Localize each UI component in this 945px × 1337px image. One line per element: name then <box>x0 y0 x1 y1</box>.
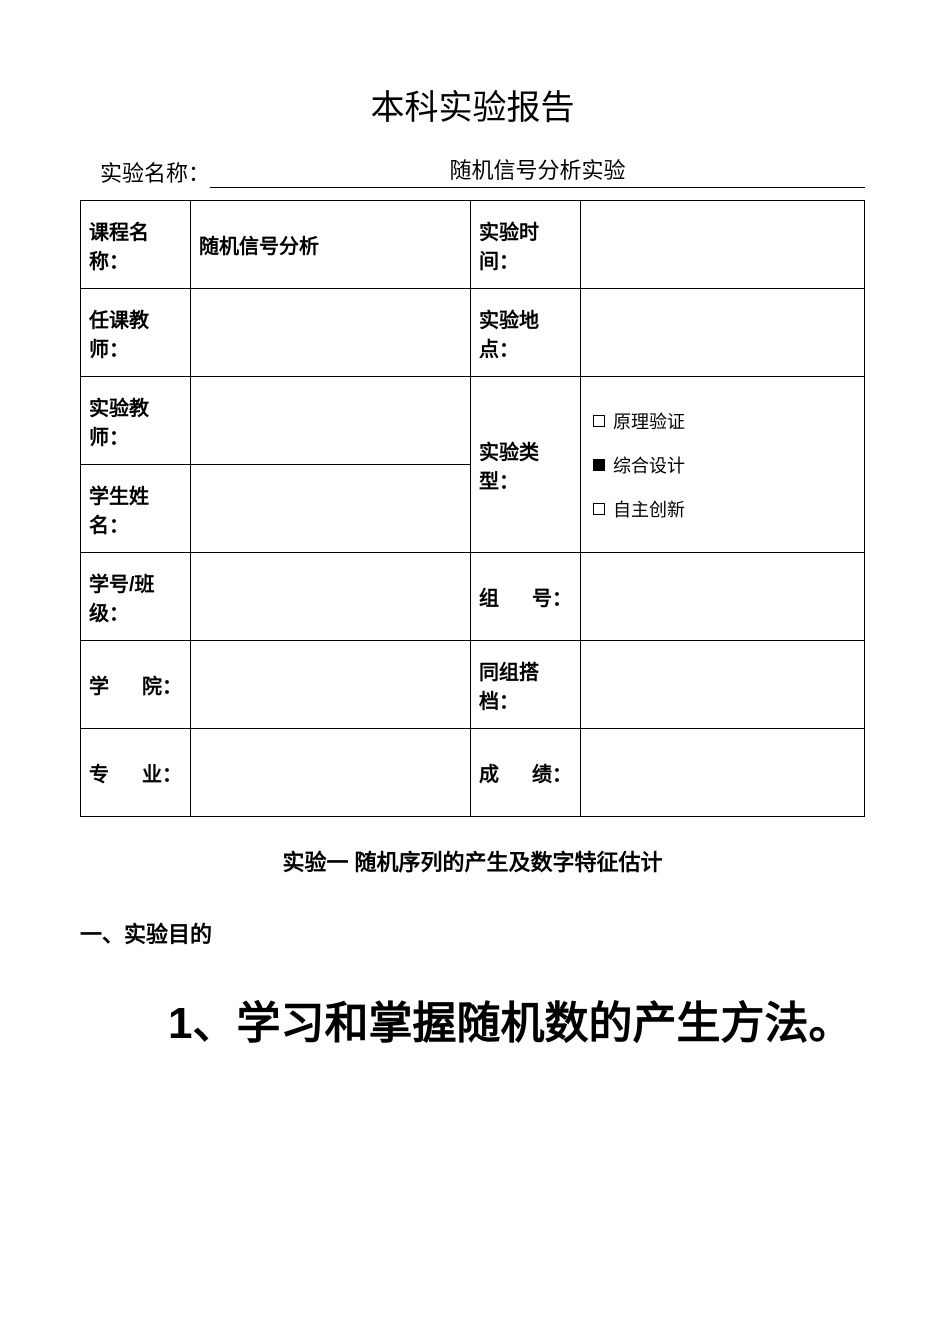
major-label: 专 业： <box>81 729 191 817</box>
teacher-value <box>191 289 471 377</box>
group-no-label-part2: 号： <box>532 582 572 611</box>
course-name-value: 随机信号分析 <box>191 201 471 289</box>
page-title: 本科实验报告 <box>80 80 865 129</box>
college-value <box>191 641 471 729</box>
experiment-subtitle: 实验一 随机序列的产生及数字特征估计 <box>80 845 865 877</box>
student-no-value <box>191 553 471 641</box>
type-option-3: 自主创新 <box>593 496 852 522</box>
type-option-1: 原理验证 <box>593 408 852 434</box>
major-label-part2: 业： <box>142 758 182 787</box>
table-row: 实验教师： 实验类型： 原理验证 综合设计 自主创新 <box>81 377 865 465</box>
college-label-part1: 学 <box>89 670 109 699</box>
table-row: 任课教师： 实验地点： <box>81 289 865 377</box>
score-label-part1: 成 <box>479 758 499 787</box>
score-value <box>581 729 865 817</box>
exp-location-value <box>581 289 865 377</box>
experiment-name-row: 实验名称： 随机信号分析实验 <box>80 153 865 188</box>
experiment-name-label: 实验名称： <box>100 156 210 188</box>
type-option-2: 综合设计 <box>593 452 852 478</box>
exp-type-options: 原理验证 综合设计 自主创新 <box>581 377 865 553</box>
table-row: 课程名称： 随机信号分析 实验时间： <box>81 201 865 289</box>
objective-point-1: 1、学习和掌握随机数的产生方法。 <box>80 989 865 1059</box>
student-name-value <box>191 465 471 553</box>
group-no-label: 组 号： <box>471 553 581 641</box>
exp-time-value <box>581 201 865 289</box>
type-option-2-label: 综合设计 <box>613 452 685 478</box>
type-option-1-label: 原理验证 <box>613 408 685 434</box>
student-no-label: 学号/班级： <box>81 553 191 641</box>
score-label-part2: 绩： <box>532 758 572 787</box>
teacher-label: 任课教师： <box>81 289 191 377</box>
checkbox-filled-icon <box>593 459 605 471</box>
course-name-label: 课程名称： <box>81 201 191 289</box>
partner-label: 同组搭档： <box>471 641 581 729</box>
exp-teacher-value <box>191 377 471 465</box>
student-name-label: 学生姓名： <box>81 465 191 553</box>
college-label: 学 院： <box>81 641 191 729</box>
table-row: 学 院： 同组搭档： <box>81 641 865 729</box>
experiment-name-value: 随机信号分析实验 <box>210 153 865 188</box>
checkbox-icon <box>593 415 605 427</box>
partner-value <box>581 641 865 729</box>
exp-type-label: 实验类型： <box>471 377 581 553</box>
score-label: 成 绩： <box>471 729 581 817</box>
exp-time-label: 实验时间： <box>471 201 581 289</box>
exp-location-label: 实验地点： <box>471 289 581 377</box>
section-heading: 一、实验目的 <box>80 917 865 949</box>
major-value <box>191 729 471 817</box>
major-label-part1: 专 <box>89 758 109 787</box>
exp-teacher-label: 实验教师： <box>81 377 191 465</box>
table-row: 专 业： 成 绩： <box>81 729 865 817</box>
checkbox-icon <box>593 503 605 515</box>
info-table: 课程名称： 随机信号分析 实验时间： 任课教师： 实验地点： 实验教师： 实验类… <box>80 200 865 817</box>
college-label-part2: 院： <box>142 670 182 699</box>
group-no-value <box>581 553 865 641</box>
table-row: 学号/班级： 组 号： <box>81 553 865 641</box>
type-option-3-label: 自主创新 <box>613 496 685 522</box>
group-no-label-part1: 组 <box>479 582 499 611</box>
